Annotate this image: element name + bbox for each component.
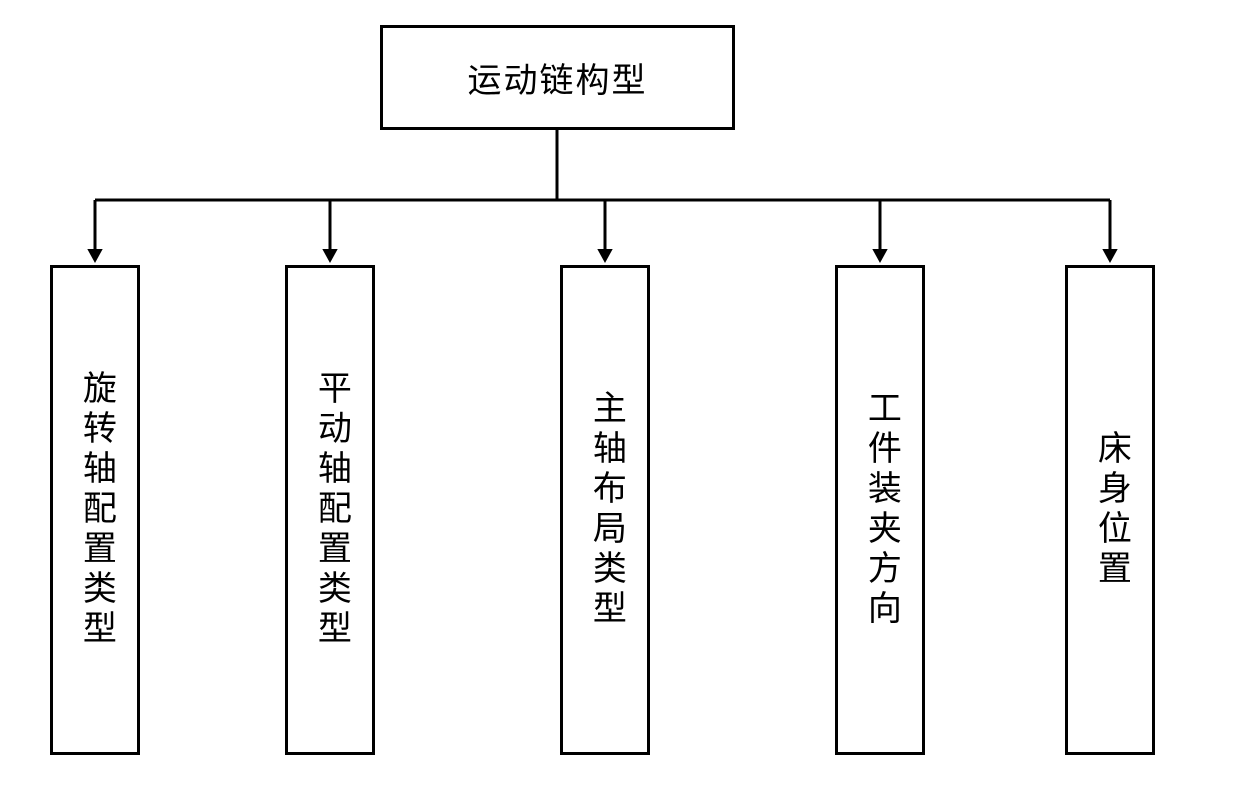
child-label-4: 床身位置 (1090, 430, 1131, 590)
child-node-4: 床身位置 (1065, 265, 1155, 755)
child-label-3: 工件装夹方向 (860, 390, 901, 630)
child-label-1: 平动轴配置类型 (310, 370, 351, 650)
child-label-0: 旋转轴配置类型 (75, 370, 116, 650)
child-node-1: 平动轴配置类型 (285, 265, 375, 755)
child-node-3: 工件装夹方向 (835, 265, 925, 755)
child-node-0: 旋转轴配置类型 (50, 265, 140, 755)
child-node-2: 主轴布局类型 (560, 265, 650, 755)
child-label-2: 主轴布局类型 (585, 390, 626, 630)
root-node: 运动链构型 (380, 25, 735, 130)
root-label: 运动链构型 (468, 53, 648, 102)
